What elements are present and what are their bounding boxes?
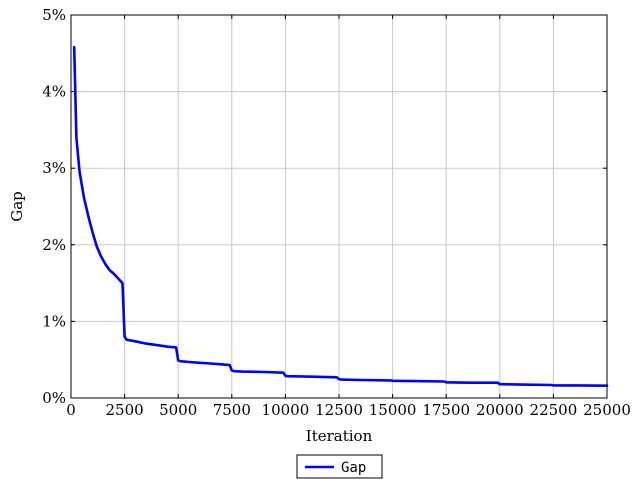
legend-box [296,454,383,479]
x-axis-title: Iteration [306,427,373,445]
x-tick-label: 0 [66,401,76,419]
y-tick-label: 4% [42,83,66,101]
x-tick-label: 15000 [369,401,417,419]
series-line-gap [72,45,609,388]
y-tick-label: 0% [42,389,66,407]
y-axis-title: Gap [8,191,26,222]
x-tick-label: 22500 [530,401,578,419]
x-tick-labels: 0 2500 5000 7500 10000 12500 15000 17500 20000 22… [66,401,631,419]
axis-ticks [70,14,608,399]
x-tick-label: 12500 [315,401,363,419]
legend-label-gap: Gap [341,460,366,476]
grid-lines [70,14,608,399]
y-tick-label: 3% [42,159,66,177]
x-tick-label: 10000 [262,401,310,419]
x-tick-label: 5000 [159,401,197,419]
x-tick-label: 25000 [583,401,631,419]
x-tick-label: 2500 [106,401,144,419]
y-tick-label: 5% [42,6,66,24]
y-tick-label: 1% [42,312,66,330]
series-layer [72,45,609,388]
x-tick-label: 17500 [422,401,470,419]
x-tick-label: 20000 [476,401,524,419]
legend: Gap [296,454,383,479]
x-tick-label: 7500 [213,401,251,419]
y-tick-labels: 0% 1% 2% 3% 4% 5% [42,6,66,407]
y-tick-label: 2% [42,236,66,254]
